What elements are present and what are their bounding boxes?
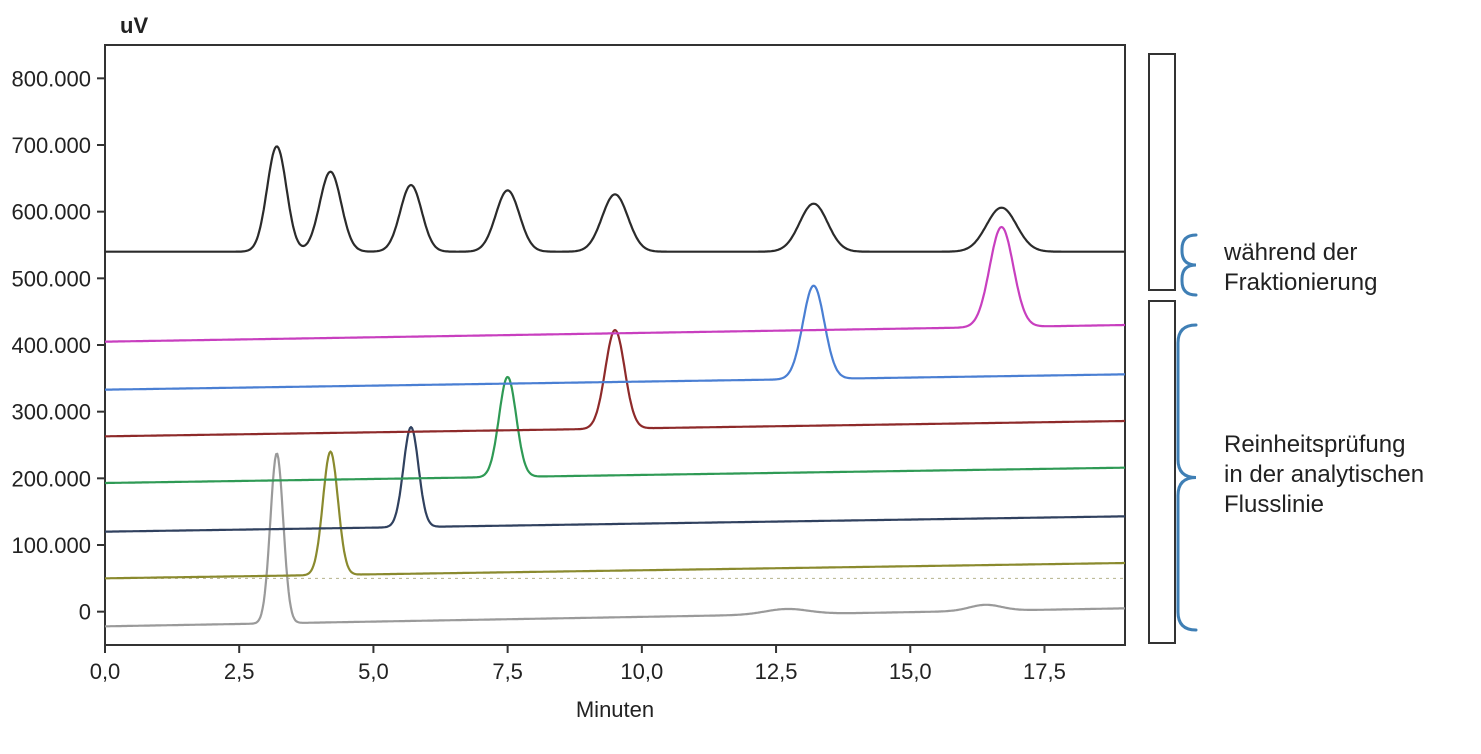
label-purity-check: Reinheitsprüfung in der analytischen Flu…	[1224, 430, 1424, 520]
side-box-top	[1148, 53, 1176, 291]
svg-text:17,5: 17,5	[1023, 659, 1066, 684]
svg-text:Minuten: Minuten	[576, 697, 654, 722]
svg-text:10,0: 10,0	[620, 659, 663, 684]
svg-text:0: 0	[79, 600, 91, 625]
label-line: Flusslinie	[1224, 491, 1324, 518]
label-line: Fraktionierung	[1224, 269, 1377, 296]
figure-root: { "chart": { "type": "line", "svg": { "w…	[0, 0, 1481, 754]
label-line: in der analytischen	[1224, 461, 1424, 488]
svg-text:100.000: 100.000	[11, 533, 91, 558]
svg-text:15,0: 15,0	[889, 659, 932, 684]
svg-text:400.000: 400.000	[11, 333, 91, 358]
label-fractionation: während der Fraktionierung	[1224, 238, 1377, 298]
svg-text:800.000: 800.000	[11, 66, 91, 91]
svg-text:7,5: 7,5	[492, 659, 523, 684]
svg-text:200.000: 200.000	[11, 466, 91, 491]
svg-text:2,5: 2,5	[224, 659, 255, 684]
label-line: während der	[1224, 239, 1357, 266]
chart-svg: 0 100.000 200.000 300.000 400.000 500.000 600.…	[0, 0, 1481, 754]
svg-text:uV: uV	[120, 13, 148, 38]
svg-text:700.000: 700.000	[11, 133, 91, 158]
svg-text:5,0: 5,0	[358, 659, 389, 684]
svg-text:12,5: 12,5	[755, 659, 798, 684]
svg-text:300.000: 300.000	[11, 400, 91, 425]
svg-text:600.000: 600.000	[11, 200, 91, 225]
chromatogram-chart: 0 100.000 200.000 300.000 400.000 500.000 600.…	[0, 0, 1481, 754]
label-line: Reinheitsprüfung	[1224, 431, 1405, 458]
side-box-bottom	[1148, 300, 1176, 644]
svg-text:500.000: 500.000	[11, 266, 91, 291]
svg-text:0,0: 0,0	[90, 659, 121, 684]
